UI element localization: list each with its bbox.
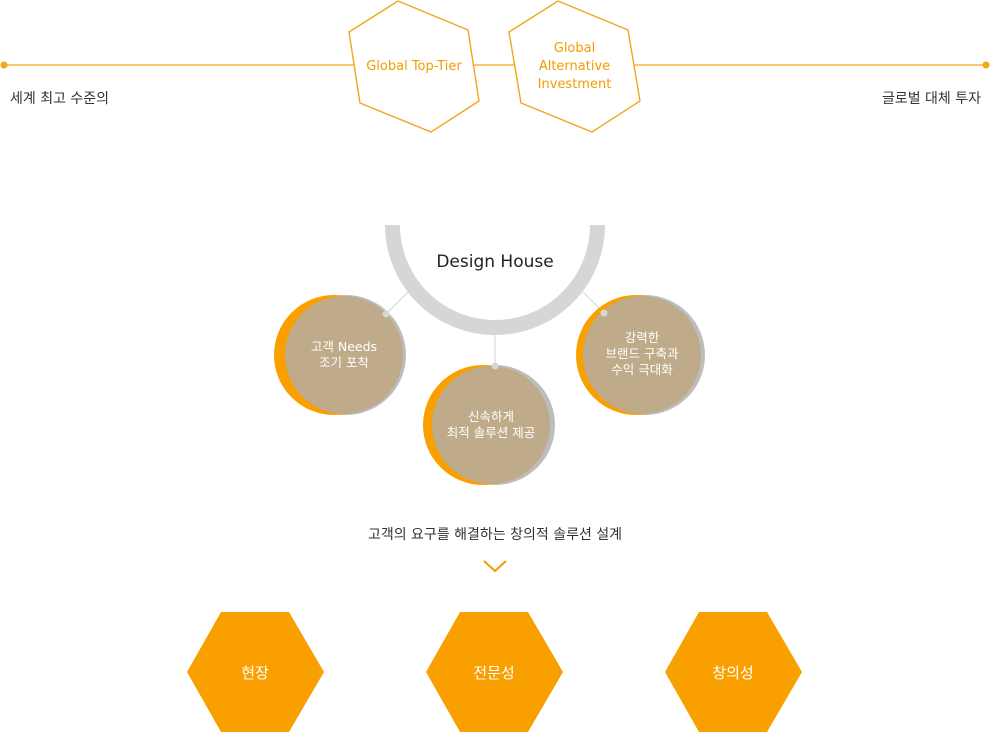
- hex-value-3: [665, 612, 802, 732]
- hex-left-label: Global Top-Tier: [366, 59, 462, 74]
- hex-outline-left: [348, 0, 480, 133]
- circle-center-fill: [432, 366, 550, 484]
- connector-left: [385, 291, 409, 315]
- hex-value-1: [187, 612, 324, 732]
- circle-center-label: 신속하게 최적 솔루션 제공: [446, 409, 536, 440]
- circle-right-fill: [583, 296, 701, 414]
- circle-right-label: 강력한 브랜드 구축과 수익 극대화: [605, 330, 679, 377]
- value-label-3: 창의성: [712, 664, 754, 682]
- design-house-arch: [385, 225, 605, 335]
- line-end-left-dot: [0, 61, 8, 69]
- hex-value-2: [426, 612, 563, 732]
- design-house-title: Design House: [436, 252, 554, 272]
- hex-outline-right: [508, 0, 641, 133]
- connector-dot-right: [600, 309, 608, 317]
- hex-right-label: Global Alternative Investment: [537, 41, 612, 92]
- line-end-right-dot: [982, 61, 990, 69]
- left-side-text: 세계 최고 수준의: [10, 91, 110, 107]
- circle-left-label: 고객 Needs 조기 포착: [310, 339, 378, 370]
- summary-text: 고객의 요구를 해결하는 창의적 솔루션 설계: [367, 527, 623, 543]
- connector-dot-left: [382, 310, 390, 318]
- value-label-1: 현장: [241, 664, 269, 682]
- connector-dot-center: [491, 362, 499, 370]
- value-label-2: 전문성: [473, 664, 515, 682]
- right-side-text: 글로벌 대체 투자: [881, 91, 981, 107]
- chevron-down-icon: [483, 560, 507, 573]
- circle-left-fill: [285, 296, 403, 414]
